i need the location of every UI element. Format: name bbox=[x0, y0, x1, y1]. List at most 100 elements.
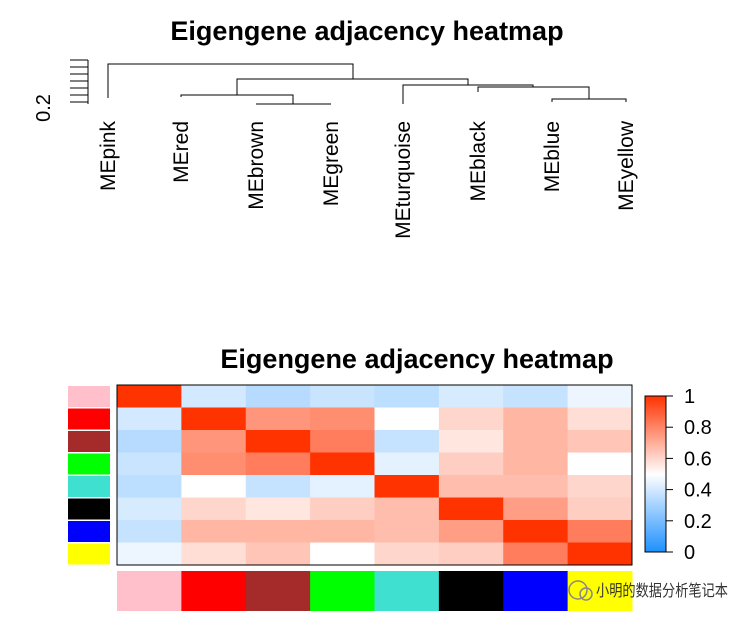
colorbar-tick-label: 0 bbox=[684, 542, 695, 564]
heatmap-cell bbox=[117, 452, 182, 476]
dendrogram-leaf-label: MEpink bbox=[97, 121, 120, 192]
heatmap-cell bbox=[310, 430, 375, 453]
heatmap-panel: Eigengene adjacency heatmap 0 0.2 0.4 0.6 0.… bbox=[68, 344, 712, 611]
heatmap-cell bbox=[181, 542, 247, 566]
heatmap-cell bbox=[117, 430, 182, 453]
heatmap-cell bbox=[181, 407, 247, 431]
row-color-swatch bbox=[68, 408, 110, 430]
heatmap-cell bbox=[117, 542, 182, 566]
heatmap-cell bbox=[374, 520, 440, 543]
heatmap-cell bbox=[567, 430, 633, 453]
column-color-swatch bbox=[374, 571, 440, 611]
dendrogram-leaf-label: MEblue bbox=[541, 121, 564, 192]
wechat-icon-inner bbox=[579, 587, 593, 601]
heatmap-cell bbox=[245, 475, 311, 498]
row-color-swatch bbox=[68, 521, 110, 542]
watermark: 小明的数据分析笔记本 bbox=[568, 580, 728, 601]
heatmap-cell bbox=[310, 407, 375, 431]
heatmap-cell bbox=[245, 497, 311, 521]
colorbar-ticks: 0 0.2 0.4 0.6 0.8 1 bbox=[666, 386, 712, 564]
heatmap-cell bbox=[181, 475, 247, 498]
column-color-swatch bbox=[245, 571, 311, 611]
wechat-icon bbox=[568, 580, 588, 600]
row-color-swatch bbox=[68, 476, 110, 497]
heatmap-cell bbox=[567, 542, 633, 566]
branch-pink-root bbox=[107, 63, 354, 98]
heatmap-cell bbox=[374, 407, 440, 431]
column-color-swatch bbox=[310, 571, 375, 611]
branch-black-blue-yellow bbox=[477, 86, 590, 99]
dendrogram-y-axis: 0.2 bbox=[33, 59, 89, 122]
heatmap-cell bbox=[117, 475, 182, 498]
column-color-swatch bbox=[567, 571, 633, 611]
heatmap-cell bbox=[181, 520, 247, 543]
row-color-swatch bbox=[68, 543, 110, 565]
heatmap-cell bbox=[117, 407, 182, 431]
heatmap-cell bbox=[117, 520, 182, 543]
heatmap-cell bbox=[438, 520, 504, 543]
branch-red-brown-green bbox=[180, 94, 294, 104]
dendrogram-y-ticks bbox=[70, 59, 88, 103]
column-color-swatch bbox=[438, 571, 504, 611]
heatmap-cell bbox=[503, 475, 569, 498]
row-color-swatch bbox=[68, 431, 110, 452]
heatmap-cell bbox=[567, 452, 633, 476]
dendrogram-panel: Eigengene adjacency heatmap 0.2 MEpink ME… bbox=[33, 16, 638, 239]
heatmap-cell bbox=[374, 497, 440, 521]
heatmap-cell bbox=[181, 497, 247, 521]
column-color-swatch bbox=[181, 571, 247, 611]
heatmap-cell bbox=[567, 475, 633, 498]
heatmap-cell bbox=[310, 385, 375, 408]
heatmap-cell bbox=[567, 385, 633, 408]
dendrogram-leaf-label: MEblack bbox=[467, 121, 490, 202]
colorbar-tick-label: 0.4 bbox=[684, 480, 712, 502]
heatmap-cell bbox=[310, 520, 375, 543]
heatmap-cell bbox=[117, 385, 182, 408]
dendrogram-leaf-label: MEturquoise bbox=[392, 121, 415, 239]
row-color-swatch bbox=[68, 386, 110, 407]
heatmap-cell bbox=[374, 475, 440, 498]
column-color-swatch bbox=[117, 571, 182, 611]
branch-turquoise-cluster bbox=[402, 84, 534, 104]
heatmap-cell bbox=[438, 475, 504, 498]
dendrogram-y-tick-label: 0.2 bbox=[33, 94, 55, 122]
heatmap-cell bbox=[438, 385, 504, 408]
heatmap-cell bbox=[310, 475, 375, 498]
heatmap-cell bbox=[310, 497, 375, 521]
heatmap-cell bbox=[374, 430, 440, 453]
dendrogram-leaf-label: MEred bbox=[170, 121, 193, 183]
heatmap-cell bbox=[503, 407, 569, 431]
heatmap-cell bbox=[503, 497, 569, 521]
dendrogram-leaf-label: MEgreen bbox=[320, 121, 343, 206]
heatmap-cell bbox=[374, 542, 440, 566]
heatmap-cell bbox=[438, 430, 504, 453]
heatmap-cell bbox=[245, 542, 311, 566]
branch-blue-yellow bbox=[551, 98, 627, 102]
colorbar-tick-label: 0.2 bbox=[684, 511, 712, 533]
row-color-swatch bbox=[68, 453, 110, 475]
heatmap-cell bbox=[245, 430, 311, 453]
dendrogram-branches bbox=[107, 63, 627, 105]
heatmap-cell bbox=[310, 542, 375, 566]
heatmap-cell bbox=[438, 407, 504, 431]
branch-red-turquoise-clusters bbox=[236, 78, 469, 95]
heatmap-cell bbox=[181, 430, 247, 453]
column-color-swatches bbox=[117, 571, 633, 611]
colorbar-gradient bbox=[644, 395, 667, 553]
heatmap-cell bbox=[310, 452, 375, 476]
heatmap-cell bbox=[503, 430, 569, 453]
heatmap-cell bbox=[245, 385, 311, 408]
column-color-swatch bbox=[503, 571, 569, 611]
colorbar: 0 0.2 0.4 0.6 0.8 1 bbox=[644, 386, 712, 564]
row-color-swatch bbox=[68, 498, 110, 520]
colorbar-tick-label: 0.6 bbox=[684, 448, 712, 470]
heatmap-cell bbox=[503, 452, 569, 476]
heatmap-cell bbox=[245, 407, 311, 431]
heatmap-cell bbox=[117, 497, 182, 521]
heatmap-cell bbox=[374, 385, 440, 408]
heatmap-cell bbox=[503, 542, 569, 566]
heatmap-cells bbox=[117, 385, 633, 566]
heatmap-cell bbox=[374, 452, 440, 476]
row-color-swatches bbox=[68, 386, 110, 565]
